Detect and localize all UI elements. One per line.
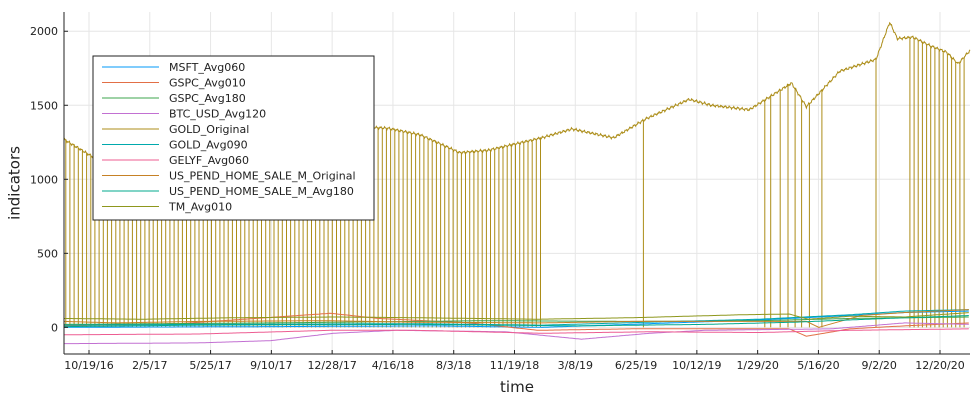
legend-label: GOLD_Original xyxy=(169,123,249,136)
y-tick-label: 1500 xyxy=(30,99,58,112)
legend-label: MSFT_Avg060 xyxy=(169,61,245,74)
x-tick-label: 4/16/18 xyxy=(372,359,414,372)
legend: MSFT_Avg060 GSPC_Avg010 GSPC_Avg180 BTC_USD… xyxy=(92,55,375,221)
x-tick-label: 8/3/18 xyxy=(436,359,471,372)
x-tick-label: 11/19/18 xyxy=(490,359,539,372)
x-axis-title: time xyxy=(500,378,534,396)
series-line-us-pend-home-sale-m-avg180 xyxy=(64,315,969,328)
x-tick-label: 6/25/19 xyxy=(615,359,657,372)
x-tick-label: 3/8/19 xyxy=(558,359,593,372)
legend-label: GSPC_Avg180 xyxy=(169,92,246,105)
x-tick-label: 9/10/17 xyxy=(250,359,292,372)
legend-label: GOLD_Avg090 xyxy=(169,139,248,152)
legend-label: US_PEND_HOME_SALE_M_Avg180 xyxy=(169,185,354,198)
legend-box xyxy=(92,55,375,221)
legend-label: GELYF_Avg060 xyxy=(169,154,249,167)
y-tick-label: 500 xyxy=(37,247,58,260)
x-tick-label: 12/20/20 xyxy=(915,359,964,372)
series-line-tm-avg010 xyxy=(64,312,969,320)
legend-label: GSPC_Avg010 xyxy=(169,77,246,90)
y-tick-label: 1000 xyxy=(30,173,58,186)
x-tick-label: 5/25/17 xyxy=(189,359,231,372)
x-tick-label: 10/12/19 xyxy=(672,359,721,372)
series-line-btc-usd-avg120 xyxy=(64,322,969,345)
series-line-us-pend-home-sale-m-original xyxy=(63,309,969,328)
x-tick-label: 12/28/17 xyxy=(307,359,356,372)
x-tick-label: 5/16/20 xyxy=(797,359,839,372)
x-tick-label: 1/29/20 xyxy=(736,359,778,372)
legend-label: TM_Avg010 xyxy=(168,201,232,214)
legend-label: US_PEND_HOME_SALE_M_Original xyxy=(169,170,356,183)
legend-label: BTC_USD_Avg120 xyxy=(169,108,266,121)
series-line-msft-avg060 xyxy=(63,310,969,328)
series-line-gelyf-avg060 xyxy=(63,328,969,336)
x-tick-label: 2/5/17 xyxy=(132,359,167,372)
y-tick-label: 2000 xyxy=(30,25,58,38)
y-tick-label: 0 xyxy=(51,321,58,334)
x-tick-label: 9/2/20 xyxy=(862,359,897,372)
axes: 10/19/16 2/5/17 5/25/17 9/10/17 12/28/17 4/16… xyxy=(30,12,970,372)
y-axis-title: indicators xyxy=(5,146,23,220)
x-tick-label: 10/19/16 xyxy=(64,359,113,372)
series-line-gspc-avg180 xyxy=(64,316,969,325)
